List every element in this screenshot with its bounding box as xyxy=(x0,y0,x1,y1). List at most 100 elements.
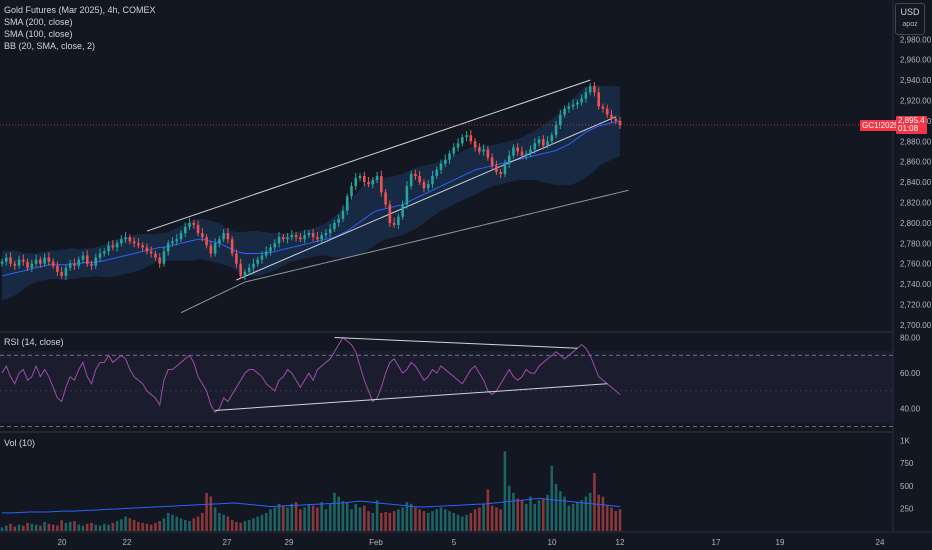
candle xyxy=(431,175,434,185)
candle xyxy=(175,239,179,242)
volume-bar xyxy=(188,521,191,531)
candle xyxy=(601,106,605,109)
volume-bar xyxy=(34,524,38,531)
volume-bar xyxy=(60,520,63,531)
candle xyxy=(554,124,558,136)
candle xyxy=(610,114,613,119)
rsi-label[interactable]: RSI (14, close) xyxy=(4,337,64,347)
volume-bar xyxy=(51,524,55,531)
volume-bar xyxy=(350,509,353,531)
candle xyxy=(443,159,447,164)
volume-bar xyxy=(499,509,502,531)
candle xyxy=(141,245,144,248)
volume-bar xyxy=(94,524,98,531)
candle xyxy=(183,226,187,234)
candle xyxy=(380,175,383,193)
volume-bar xyxy=(520,500,524,531)
volume-bar xyxy=(0,527,4,531)
vol-tick-label: 500 xyxy=(900,482,914,491)
candle xyxy=(56,265,59,272)
candle xyxy=(311,233,315,238)
volume-bar xyxy=(354,503,358,531)
volume-bar xyxy=(328,503,332,531)
price-tick-label: 2,700.00 xyxy=(900,321,932,330)
price-tick-label: 2,840.00 xyxy=(900,178,932,187)
currency-selector[interactable]: USD apoz xyxy=(895,3,925,35)
time-tick-label: 29 xyxy=(285,538,294,547)
candle xyxy=(73,263,76,266)
candle xyxy=(546,141,549,146)
volume-bar xyxy=(550,465,554,531)
volume-bar xyxy=(567,505,571,531)
volume-bar xyxy=(559,491,562,531)
volume-bar xyxy=(277,503,281,531)
vol-tick-label: 1K xyxy=(900,437,910,446)
candle xyxy=(316,237,319,240)
rsi-band-area xyxy=(0,351,893,423)
volume-bar xyxy=(26,522,29,531)
candle xyxy=(529,149,532,154)
volume-bar xyxy=(512,493,515,531)
rsi-trend-top xyxy=(334,337,578,349)
candle xyxy=(145,247,149,252)
volume-bar xyxy=(22,525,25,531)
volume-bar xyxy=(435,509,439,531)
candle xyxy=(179,233,183,240)
sma100-label[interactable]: SMA (100, close) xyxy=(4,29,73,39)
candle xyxy=(115,243,119,248)
volume-bar xyxy=(307,503,311,531)
volume-bar xyxy=(294,502,298,531)
candle xyxy=(111,245,115,248)
volume-bar xyxy=(47,523,51,531)
volume-bar xyxy=(107,524,110,531)
volume-bar xyxy=(162,518,166,531)
time-tick-label: Feb xyxy=(369,538,383,547)
rsi-pane[interactable] xyxy=(0,336,893,427)
candle xyxy=(218,239,221,244)
candle xyxy=(260,255,264,260)
volume-bar xyxy=(141,522,144,531)
candle xyxy=(605,108,609,115)
candle xyxy=(34,259,38,264)
volume-bar xyxy=(456,514,460,531)
price-tick-label: 2,960.00 xyxy=(900,56,932,65)
volume-bar xyxy=(554,483,558,531)
volume-bar xyxy=(597,494,600,531)
volume-ma-line xyxy=(2,497,621,514)
candle xyxy=(478,147,481,152)
candle xyxy=(618,120,622,125)
volume-bar xyxy=(128,518,132,531)
volume-bar xyxy=(154,522,157,531)
candle xyxy=(461,137,464,144)
volume-bar xyxy=(380,512,383,531)
candle xyxy=(414,173,417,176)
candle xyxy=(384,192,387,205)
candle xyxy=(43,257,46,264)
candle xyxy=(401,204,404,217)
volume-pane[interactable] xyxy=(0,451,622,531)
candle xyxy=(405,186,409,205)
volume-bar xyxy=(209,496,213,531)
volume-bar xyxy=(345,502,349,531)
price-pane[interactable] xyxy=(0,79,893,314)
vol-label[interactable]: Vol (10) xyxy=(4,438,36,448)
volume-bar xyxy=(282,505,285,531)
symbol-title[interactable]: Gold Futures (Mar 2025), 4h, COMEX xyxy=(4,5,156,15)
candle xyxy=(4,257,8,262)
candle xyxy=(418,175,421,183)
volume-bar xyxy=(39,525,42,531)
candle xyxy=(422,182,426,189)
volume-bar xyxy=(478,507,481,531)
countdown: 01:08 xyxy=(898,124,919,133)
candle xyxy=(17,259,21,266)
sma200-label[interactable]: SMA (200, close) xyxy=(4,17,73,27)
volume-bar xyxy=(17,524,21,531)
candle xyxy=(350,186,353,197)
volume-bar xyxy=(166,512,170,531)
candle xyxy=(222,233,225,240)
candle xyxy=(524,153,528,156)
time-tick-label: 19 xyxy=(776,538,785,547)
candle xyxy=(98,253,102,258)
bb-label[interactable]: BB (20, SMA, close, 2) xyxy=(4,41,96,51)
